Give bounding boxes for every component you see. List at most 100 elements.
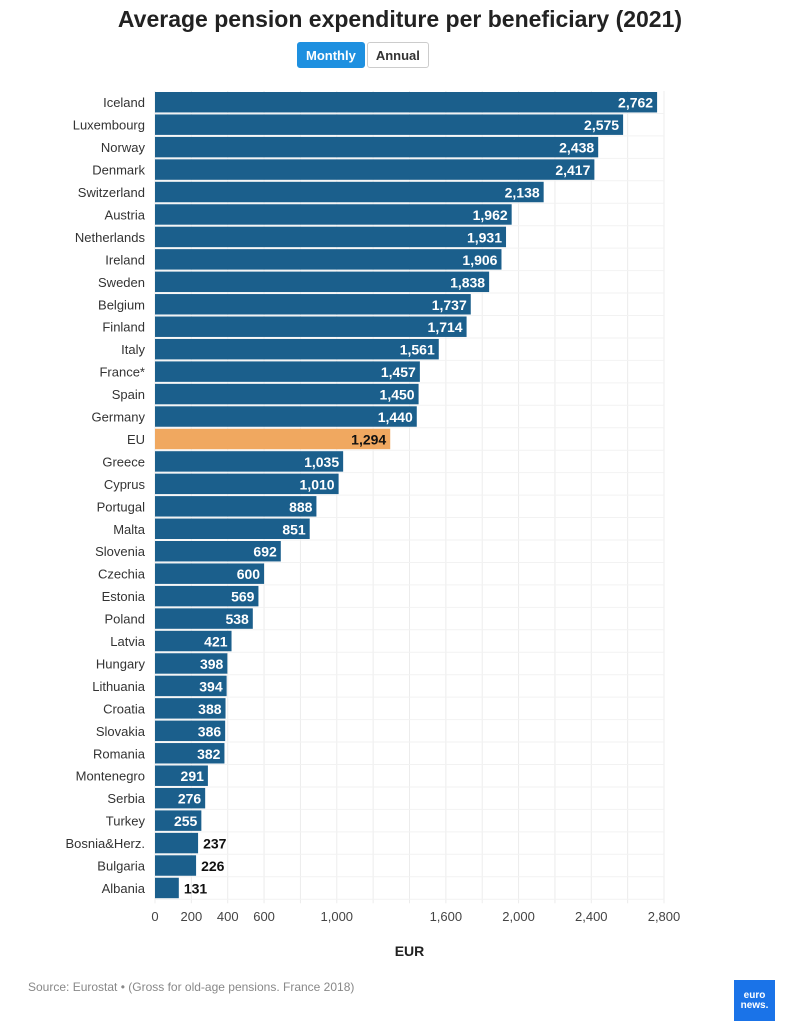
bar — [155, 406, 417, 427]
bar — [155, 832, 199, 854]
bar — [155, 810, 202, 831]
value-label: 237 — [203, 836, 227, 852]
value-label: 291 — [181, 768, 205, 784]
bar — [155, 541, 281, 562]
category-label: Croatia — [103, 701, 146, 716]
category-label: Montenegro — [76, 769, 145, 784]
bar — [155, 855, 197, 876]
category-label: Latvia — [110, 634, 145, 649]
value-label: 1,294 — [351, 431, 386, 447]
value-label: 2,138 — [505, 185, 540, 201]
bar — [155, 765, 208, 786]
x-tick-label: 1,000 — [321, 909, 354, 924]
bar — [155, 249, 502, 270]
bar — [155, 136, 599, 158]
bar — [155, 338, 439, 360]
value-label: 394 — [199, 678, 223, 694]
value-label: 2,575 — [584, 117, 619, 133]
bar — [155, 204, 512, 225]
bar — [155, 92, 658, 113]
category-label: Greece — [102, 454, 145, 469]
value-label: 1,714 — [428, 319, 463, 335]
x-axis-label: EUR — [395, 943, 425, 959]
value-label: 131 — [184, 880, 208, 896]
x-tick-label: 2,000 — [502, 909, 535, 924]
value-label: 569 — [231, 589, 255, 605]
bar — [155, 720, 226, 742]
annual-button[interactable]: Annual — [366, 42, 429, 68]
value-label: 255 — [174, 813, 198, 829]
value-label: 1,450 — [380, 387, 415, 403]
value-label: 2,417 — [555, 162, 590, 178]
value-label: 386 — [198, 723, 222, 739]
monthly-button[interactable]: Monthly — [297, 42, 365, 68]
bar — [155, 428, 391, 450]
value-label: 1,931 — [467, 229, 502, 245]
bar — [155, 451, 344, 472]
category-label: Netherlands — [75, 230, 146, 245]
bar — [155, 630, 232, 652]
bar — [155, 159, 595, 180]
x-tick-label: 600 — [253, 909, 275, 924]
value-label: 1,035 — [304, 454, 339, 470]
x-tick-label: 1,600 — [430, 909, 463, 924]
value-label: 1,457 — [381, 364, 416, 380]
value-label: 1,906 — [462, 252, 497, 268]
bar — [155, 496, 317, 517]
bar — [155, 563, 265, 584]
x-tick-label: 400 — [217, 909, 239, 924]
category-label: Hungary — [96, 656, 146, 671]
value-label: 382 — [197, 746, 221, 762]
category-label: Bulgaria — [97, 859, 145, 874]
value-label: 600 — [237, 566, 261, 582]
value-label: 226 — [201, 858, 225, 874]
category-label: Denmark — [92, 163, 145, 178]
category-label: Slovenia — [95, 544, 146, 559]
bar — [155, 653, 228, 674]
value-label: 1,010 — [300, 476, 335, 492]
value-label: 388 — [198, 701, 222, 717]
x-tick-label: 200 — [181, 909, 203, 924]
bar — [155, 114, 624, 135]
x-tick-label: 0 — [151, 909, 158, 924]
chart-title: Average pension expenditure per benefici… — [117, 6, 683, 32]
period-toggle: Monthly Annual — [297, 42, 429, 68]
category-label: Luxembourg — [73, 118, 145, 133]
value-label: 1,737 — [432, 297, 467, 313]
category-label: Spain — [112, 387, 145, 402]
category-label: Germany — [92, 410, 146, 425]
category-label: Norway — [101, 140, 146, 155]
value-label: 421 — [204, 634, 228, 650]
value-label: 2,438 — [559, 140, 594, 156]
bar — [155, 181, 544, 203]
category-label: Estonia — [102, 589, 146, 604]
value-label: 851 — [282, 521, 306, 537]
category-label: Romania — [93, 746, 146, 761]
value-label: 888 — [289, 499, 313, 515]
category-label: Portugal — [97, 499, 146, 514]
bar — [155, 787, 206, 809]
category-label: EU — [127, 432, 145, 447]
bar — [155, 675, 227, 697]
category-label: Iceland — [103, 95, 145, 110]
bar — [155, 473, 339, 495]
category-label: Finland — [102, 320, 145, 335]
bar — [155, 271, 490, 293]
bar — [155, 877, 179, 899]
category-label: Lithuania — [92, 679, 146, 694]
value-label: 1,561 — [400, 342, 435, 358]
value-label: 1,962 — [473, 207, 508, 223]
category-label: Austria — [105, 207, 146, 222]
bar — [155, 361, 420, 382]
category-label: Cyprus — [104, 477, 146, 492]
category-label: Switzerland — [78, 185, 145, 200]
category-label: Serbia — [107, 791, 145, 806]
bar — [155, 226, 507, 248]
euronews-logo: euro news. — [734, 980, 775, 1021]
bar — [155, 585, 259, 607]
category-label: France* — [99, 365, 145, 380]
bar — [155, 608, 253, 629]
category-label: Bosnia&Herz. — [66, 836, 145, 851]
value-label: 538 — [225, 611, 249, 627]
category-label: Sweden — [98, 275, 145, 290]
